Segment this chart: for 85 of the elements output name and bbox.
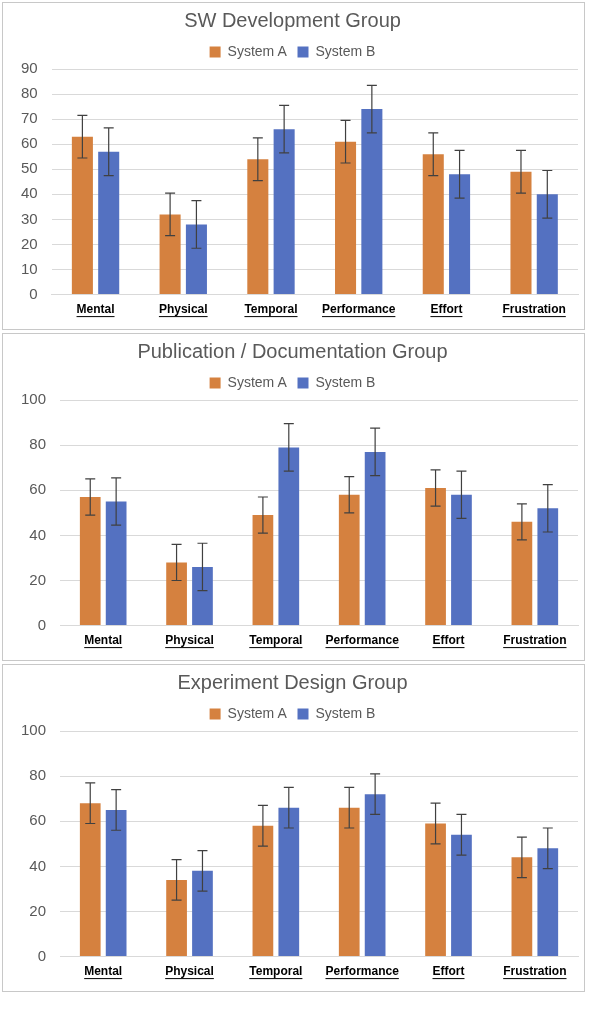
bar bbox=[192, 566, 213, 626]
bar bbox=[166, 879, 187, 957]
bar bbox=[338, 807, 360, 957]
bar bbox=[252, 825, 274, 957]
x-tick-label: Effort bbox=[430, 302, 463, 317]
bar bbox=[273, 129, 295, 295]
y-tick-label: 70 bbox=[21, 109, 38, 127]
bar bbox=[536, 194, 558, 295]
bar bbox=[361, 109, 383, 295]
bar bbox=[511, 521, 533, 626]
x-tick-label: Effort bbox=[432, 964, 465, 979]
chart-title: Publication / Documentation Group bbox=[137, 339, 448, 362]
x-tick-label: Frustration bbox=[502, 302, 566, 317]
legend-label: System B bbox=[315, 704, 376, 721]
y-tick-label: 60 bbox=[21, 134, 38, 152]
bar bbox=[511, 857, 533, 957]
bar bbox=[71, 136, 93, 295]
bar bbox=[335, 141, 357, 295]
bar bbox=[185, 224, 207, 295]
x-tick-label: Temporal bbox=[249, 964, 303, 979]
x-tick-label: Physical bbox=[158, 302, 208, 317]
y-tick-label: 40 bbox=[29, 856, 47, 874]
y-tick-label: 100 bbox=[21, 721, 47, 739]
x-tick-label: Performance bbox=[322, 302, 396, 317]
x-tick-label: Temporal bbox=[249, 633, 303, 648]
x-tick-label: Temporal bbox=[244, 302, 298, 317]
bar bbox=[159, 214, 181, 295]
y-tick-label: 0 bbox=[29, 284, 38, 302]
x-tick-label: Mental bbox=[84, 633, 123, 648]
y-tick-label: 80 bbox=[29, 766, 47, 784]
y-tick-label: 90 bbox=[21, 59, 38, 77]
x-tick-label: Frustration bbox=[503, 964, 567, 979]
y-tick-label: 10 bbox=[21, 259, 38, 277]
y-tick-label: 0 bbox=[37, 946, 47, 964]
bar bbox=[192, 870, 213, 957]
bar bbox=[79, 497, 101, 626]
bar bbox=[98, 151, 120, 295]
y-tick-label: 40 bbox=[29, 525, 47, 543]
bar bbox=[79, 803, 101, 957]
bar bbox=[364, 794, 386, 957]
bar bbox=[451, 494, 472, 626]
bar bbox=[537, 848, 559, 957]
x-tick-label: Physical bbox=[165, 633, 214, 648]
bar bbox=[252, 515, 274, 626]
bar bbox=[338, 494, 360, 626]
y-tick-label: 80 bbox=[21, 84, 38, 102]
y-tick-label: 20 bbox=[21, 234, 38, 252]
y-tick-label: 0 bbox=[37, 615, 47, 633]
y-tick-label: 80 bbox=[29, 435, 47, 453]
x-tick-label: Physical bbox=[165, 964, 214, 979]
y-tick-label: 20 bbox=[29, 901, 47, 919]
bar bbox=[425, 487, 446, 626]
bar bbox=[278, 807, 300, 957]
y-tick-label: 40 bbox=[21, 184, 38, 202]
legend-label: System A bbox=[227, 704, 288, 721]
bar bbox=[537, 508, 559, 626]
x-tick-label: Mental bbox=[76, 302, 115, 317]
y-tick-label: 100 bbox=[21, 390, 47, 408]
y-tick-label: 60 bbox=[29, 811, 47, 829]
x-tick-label: Frustration bbox=[503, 633, 567, 648]
x-tick-label: Effort bbox=[432, 633, 465, 648]
bar bbox=[166, 562, 187, 626]
legend-label: System A bbox=[227, 373, 288, 390]
x-tick-label: Performance bbox=[325, 633, 400, 648]
bar bbox=[422, 154, 444, 295]
bar bbox=[247, 159, 269, 295]
y-tick-label: 30 bbox=[21, 209, 38, 227]
bar bbox=[278, 447, 300, 626]
y-tick-label: 50 bbox=[21, 159, 38, 177]
chart-title: SW Development Group bbox=[184, 8, 401, 31]
y-tick-label: 20 bbox=[29, 570, 47, 588]
bar bbox=[105, 501, 127, 626]
bar bbox=[425, 823, 446, 957]
bar bbox=[449, 174, 471, 295]
bar bbox=[364, 451, 386, 626]
bar bbox=[451, 834, 472, 957]
legend-label: System B bbox=[315, 42, 376, 59]
legend-label: System B bbox=[315, 373, 376, 390]
x-tick-label: Mental bbox=[84, 964, 123, 979]
chart-title: Experiment Design Group bbox=[177, 670, 408, 693]
bar bbox=[105, 809, 127, 957]
x-tick-label: Performance bbox=[325, 964, 400, 979]
legend-label: System A bbox=[227, 42, 288, 59]
y-tick-label: 60 bbox=[29, 480, 47, 498]
bar bbox=[510, 171, 532, 295]
